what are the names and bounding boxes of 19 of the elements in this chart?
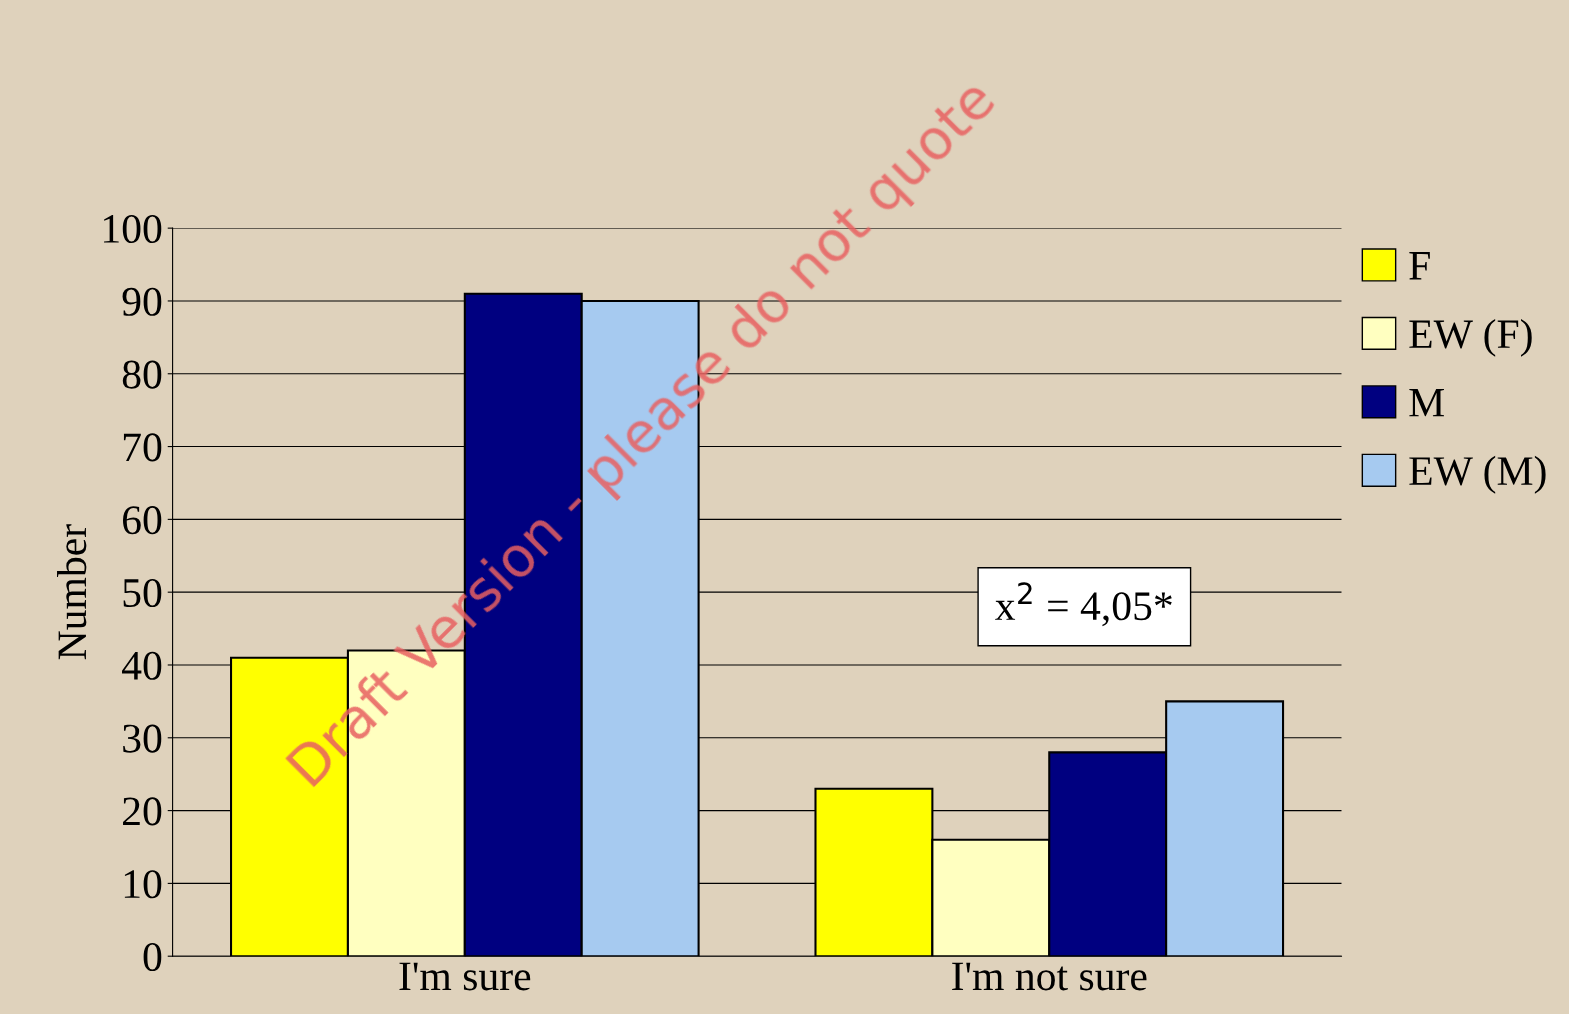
y-tick-label: 10 <box>124 870 162 899</box>
y-tick-label: 0 <box>143 942 162 972</box>
y-tick-label: 60 <box>122 506 162 535</box>
y-tick-label: 20 <box>123 797 162 826</box>
y-tick-label: 70 <box>123 433 162 462</box>
x-tick-label: I'm sure <box>399 962 531 991</box>
y-tick-label: 100 <box>104 214 162 244</box>
legend-label: M <box>1409 389 1444 417</box>
legend-label: EW (M) <box>1409 455 1546 494</box>
y-tick-label: 80 <box>122 360 162 389</box>
y-tick-label: 40 <box>122 651 162 680</box>
legend-label: EW (F) <box>1409 318 1532 357</box>
y-tick-label: 50 <box>123 578 162 608</box>
legend-label: F <box>1409 252 1430 280</box>
y-tick-label: 90 <box>122 287 162 316</box>
y-tick-label: 30 <box>123 724 162 753</box>
x-tick-label: I'm not sure <box>952 962 1147 991</box>
y-axis-title: Number <box>57 524 87 660</box>
annotation: x$^{2}$ = 4,05* <box>995 582 1172 627</box>
